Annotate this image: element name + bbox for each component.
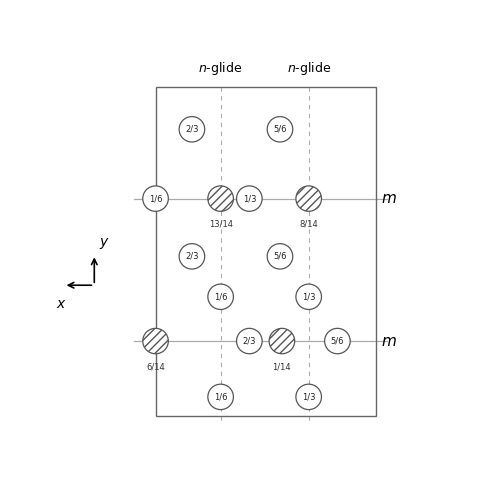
Text: $m$: $m$ — [381, 191, 397, 206]
Text: $x$: $x$ — [56, 297, 67, 311]
Text: 2/3: 2/3 — [243, 336, 256, 345]
Ellipse shape — [296, 284, 322, 310]
Ellipse shape — [296, 186, 322, 212]
Text: 2/3: 2/3 — [185, 125, 199, 134]
Ellipse shape — [179, 116, 205, 142]
Text: 8/14: 8/14 — [299, 220, 318, 229]
Text: 1/6: 1/6 — [149, 194, 163, 203]
Ellipse shape — [269, 328, 295, 354]
Ellipse shape — [237, 328, 262, 354]
Text: 1/6: 1/6 — [214, 392, 227, 402]
Text: 5/6: 5/6 — [273, 252, 287, 261]
Text: 13/14: 13/14 — [208, 220, 233, 229]
Text: $m$: $m$ — [381, 334, 397, 348]
Text: 5/6: 5/6 — [330, 336, 344, 345]
Ellipse shape — [208, 384, 234, 409]
Ellipse shape — [179, 244, 205, 269]
Ellipse shape — [143, 328, 168, 354]
Text: 1/14: 1/14 — [273, 362, 291, 371]
Text: 2/3: 2/3 — [185, 252, 199, 261]
Ellipse shape — [325, 328, 350, 354]
Text: $n$-glide: $n$-glide — [199, 60, 243, 78]
Ellipse shape — [208, 284, 234, 310]
Ellipse shape — [267, 244, 293, 269]
Ellipse shape — [296, 384, 322, 409]
Text: 1/3: 1/3 — [302, 392, 316, 402]
Ellipse shape — [208, 186, 234, 212]
Ellipse shape — [143, 186, 168, 212]
Text: 6/14: 6/14 — [146, 362, 165, 371]
Text: 1/3: 1/3 — [302, 292, 316, 302]
Ellipse shape — [267, 116, 293, 142]
Text: 5/6: 5/6 — [273, 125, 287, 134]
Text: $y$: $y$ — [99, 236, 110, 250]
Ellipse shape — [237, 186, 262, 212]
Text: 1/3: 1/3 — [243, 194, 256, 203]
Text: 1/6: 1/6 — [214, 292, 227, 302]
Text: $n$-glide: $n$-glide — [287, 60, 331, 78]
